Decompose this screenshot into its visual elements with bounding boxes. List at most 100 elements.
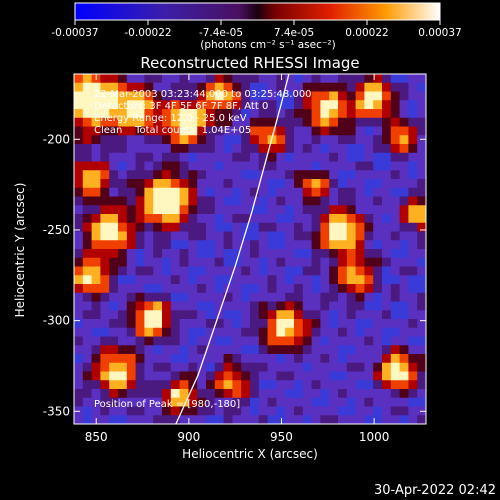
heatmap-cell [188,117,198,128]
heatmap-cell [162,205,172,215]
heatmap-cell [223,100,233,110]
heatmap-cell [355,345,365,355]
heatmap-cell [126,301,137,311]
heatmap-cell [382,187,392,198]
heatmap-cell [153,91,163,101]
heatmap-cell [294,380,304,390]
heatmap-cell [267,144,277,154]
heatmap-cell [258,249,269,259]
heatmap-cell [276,327,286,338]
heatmap-cell [329,82,339,93]
heatmap-cell [329,135,339,145]
heatmap-cell [320,170,330,180]
heatmap-cell [373,179,383,189]
heatmap-cell [118,415,128,424]
heatmap-cell [408,82,418,93]
heatmap-cell [144,240,154,250]
heatmap-cell [170,301,181,311]
heatmap-cell [302,126,313,136]
heatmap-cell [179,345,189,355]
heatmap-cell [338,161,348,171]
heatmap-cell [276,397,286,408]
heatmap-cell [223,170,233,180]
heatmap-cell [232,389,242,399]
heatmap-cell [382,266,392,276]
heatmap-cell [118,240,128,250]
heatmap-cell [135,257,145,268]
heatmap-cell [311,222,321,233]
heatmap-cell [417,284,426,294]
heatmap-cell [311,249,321,259]
heatmap-cell [109,371,119,381]
heatmap-cell [258,389,269,399]
heatmap-cell [355,257,365,268]
heatmap-cell [135,161,145,171]
heatmap-cell [320,222,330,233]
heatmap-cell [408,371,418,381]
heatmap-cell [109,249,119,259]
heatmap-cell [311,152,321,163]
heatmap-cell [329,170,339,180]
heatmap-cell [100,292,110,303]
heatmap-cell [232,362,242,373]
heatmap-cell [74,266,84,276]
heatmap-cell [206,144,216,154]
heatmap-cell [355,74,365,84]
heatmap-cell [118,275,128,285]
heatmap-cell [214,222,225,233]
heatmap-cell [197,301,207,311]
heatmap-cell [250,336,260,346]
heatmap-cell [223,301,233,311]
heatmap-cell [109,126,119,136]
heatmap-cell [250,266,260,276]
heatmap-cell [82,117,93,128]
heatmap-cell [267,371,277,381]
heatmap-cell [197,284,207,294]
heatmap-cell [276,91,286,101]
heatmap-cell [329,301,339,311]
heatmap-cell [294,222,304,233]
heatmap-cell [329,415,339,424]
heatmap-cell [417,117,426,128]
heatmap-cell [364,82,374,93]
heatmap-cell [188,284,198,294]
heatmap-cell [417,319,426,329]
heatmap-cell [118,126,128,136]
heatmap-cell [179,284,189,294]
heatmap-cell [109,345,119,355]
heatmap-cell [82,144,93,154]
colorbar-tick-label: -7.4e-05 [199,27,243,39]
heatmap-cell [118,371,128,381]
heatmap-cell [118,214,128,224]
heatmap-cell [170,266,181,276]
heatmap-cell [250,380,260,390]
heatmap-cell [144,170,154,180]
heatmap-cell [135,371,145,381]
heatmap-cell [320,240,330,250]
heatmap-cell [232,187,242,198]
heatmap-cell [329,100,339,110]
heatmap-cell [302,301,313,311]
heatmap-cell [311,319,321,329]
heatmap-cell [74,275,84,285]
heatmap-cell [346,301,357,311]
heatmap-cell [302,336,313,346]
heatmap-cell [214,74,225,84]
heatmap-cell [162,240,172,250]
heatmap-cell [179,91,189,101]
heatmap-cell [126,91,137,101]
heatmap-cell [399,257,409,268]
x-axis-label: Heliocentric X (arcsec) [182,447,318,461]
heatmap-cell [223,397,233,408]
heatmap-cell [373,362,383,373]
heatmap-cell [197,397,207,408]
heatmap-cell [206,214,216,224]
heatmap-cell [338,82,348,93]
heatmap-cell [223,214,233,224]
heatmap-cell [364,354,374,364]
heatmap-cell [355,161,365,171]
heatmap-cell [144,249,154,259]
heatmap-cell [144,222,154,233]
heatmap-cell [162,161,172,171]
heatmap-cell [223,345,233,355]
